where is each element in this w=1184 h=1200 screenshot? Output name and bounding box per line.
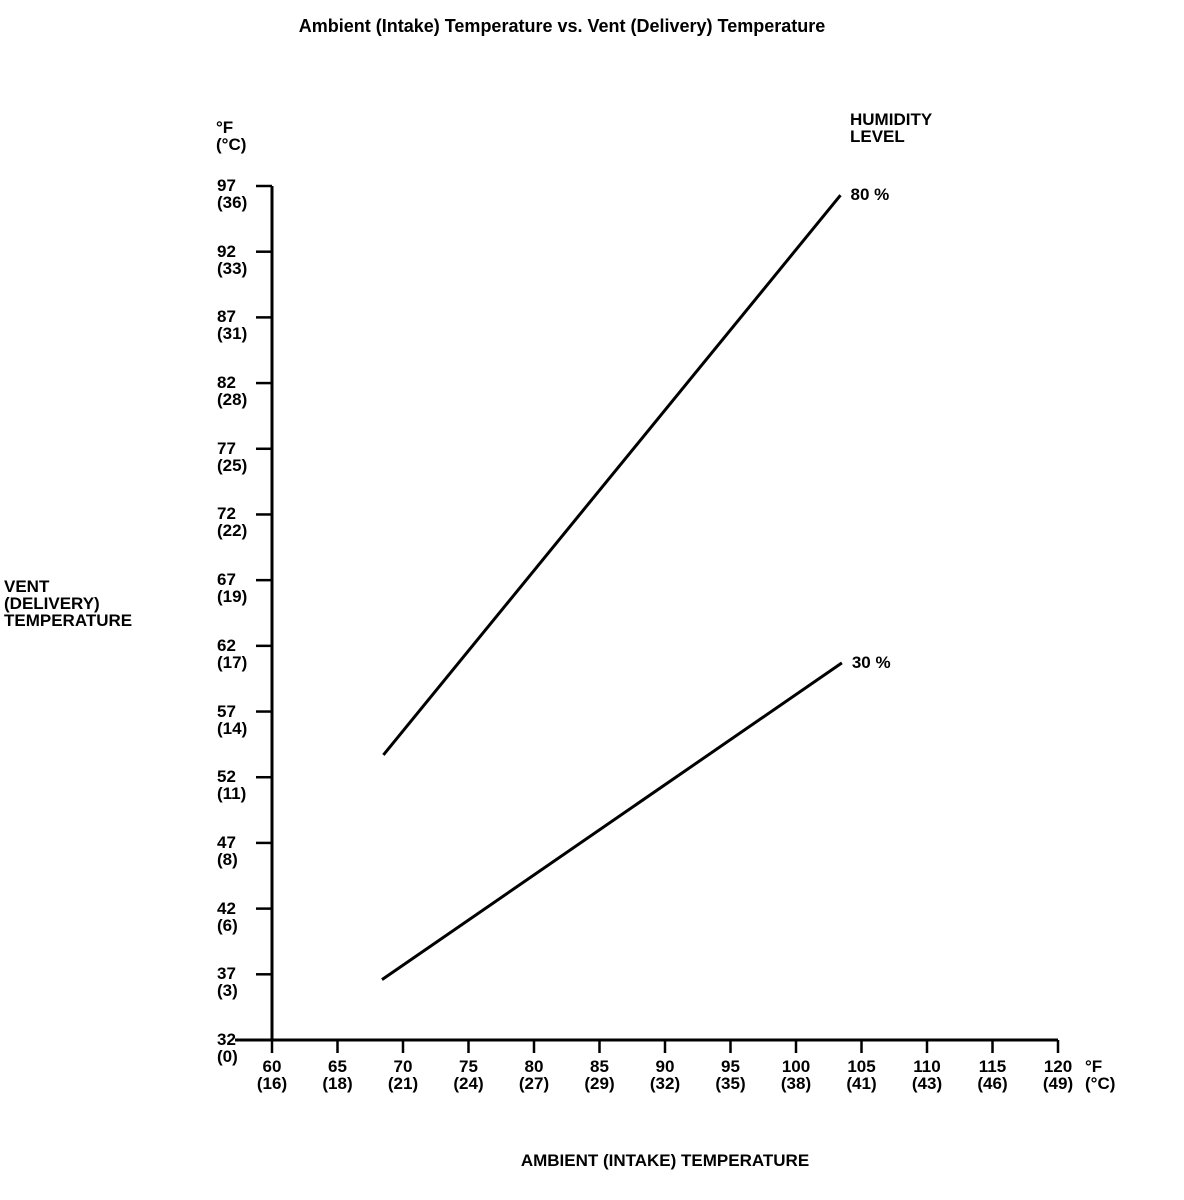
x-tick-label-100: 100 (38) <box>780 1057 812 1093</box>
y-tick-label-42: 42 (6) <box>217 898 238 935</box>
x-tick-label-120: 120 (49) <box>1042 1057 1074 1093</box>
x-tick-label-70: 70 (21) <box>387 1057 419 1093</box>
x-axis-title: AMBIENT (INTAKE) TEMPERATURE <box>520 1151 810 1170</box>
y-tick-label-32: 32 (0) <box>217 1030 238 1066</box>
y-tick-label-52: 52 (11) <box>217 767 247 804</box>
y-tick-label-92: 92 (33) <box>217 241 248 278</box>
y-tick-label-67: 67 (19) <box>217 570 248 607</box>
y-tick-label-57: 57 (14) <box>217 701 248 738</box>
chart-title: Ambient (Intake) Temperature vs. Vent (D… <box>298 16 826 36</box>
y-tick-label-47: 47 (8) <box>217 832 238 869</box>
series-label-80pct: 80 % <box>850 185 890 205</box>
x-tick-label-115: 115 (46) <box>977 1057 1008 1093</box>
y-tick-label-87: 87 (31) <box>217 307 248 344</box>
x-tick-label-65: 65 (18) <box>322 1057 353 1093</box>
series-label-30pct: 30 % <box>851 652 891 672</box>
x-tick-label-105: 105 (41) <box>846 1057 877 1093</box>
y-tick-label-77: 77 (25) <box>217 438 248 475</box>
series-line-30pct <box>381 661 843 981</box>
legend-title: HUMIDITY LEVEL <box>850 110 933 146</box>
x-tick-label-90: 90 (32) <box>649 1057 681 1093</box>
x-tick-label-80: 80 (27) <box>518 1057 550 1093</box>
x-axis-unit-label: °F (°C) <box>1085 1057 1116 1093</box>
y-tick-label-97: 97 (36) <box>217 176 248 212</box>
x-tick-label-60: 60 (16) <box>256 1057 288 1093</box>
x-tick-label-110: 110 (43) <box>911 1057 943 1093</box>
y-tick-label-72: 72 (22) <box>217 504 248 541</box>
y-axis-title: VENT (DELIVERY) TEMPERATURE <box>4 577 133 630</box>
y-tick-label-37: 37 (3) <box>217 964 238 1001</box>
x-tick-label-75: 75 (24) <box>453 1057 484 1093</box>
x-tick-label-85: 85 (29) <box>584 1057 615 1093</box>
y-tick-label-62: 62 (17) <box>217 635 248 672</box>
y-tick-label-82: 82 (28) <box>217 373 248 410</box>
series-line-80pct <box>382 194 842 756</box>
y-axis-unit-label: °F (°C) <box>216 118 247 154</box>
x-tick-label-95: 95 (35) <box>715 1057 746 1093</box>
